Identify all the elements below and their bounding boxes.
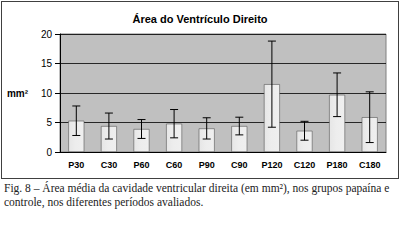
- svg-text:P180: P180: [327, 160, 348, 170]
- svg-text:20: 20: [41, 29, 53, 40]
- svg-text:P90: P90: [199, 160, 215, 170]
- svg-text:Área do Ventrículo Direito: Área do Ventrículo Direito: [132, 13, 267, 25]
- svg-text:15: 15: [41, 58, 53, 69]
- svg-text:C60: C60: [166, 160, 183, 170]
- svg-text:C120: C120: [294, 160, 316, 170]
- svg-text:P60: P60: [133, 160, 149, 170]
- svg-text:P120: P120: [261, 160, 282, 170]
- svg-text:5: 5: [46, 117, 52, 128]
- svg-text:mm²: mm²: [7, 88, 29, 99]
- html-text:Fig. 8 – Área média da cavidad: Fig. 8 – Área média da cavidade ventricu…: [4, 182, 390, 208]
- svg-text:C30: C30: [101, 160, 118, 170]
- svg-text:P30: P30: [68, 160, 84, 170]
- svg-text:10: 10: [41, 88, 53, 99]
- svg-text:C180: C180: [359, 160, 381, 170]
- svg-text:0: 0: [46, 147, 52, 158]
- svg-text:C90: C90: [231, 160, 248, 170]
